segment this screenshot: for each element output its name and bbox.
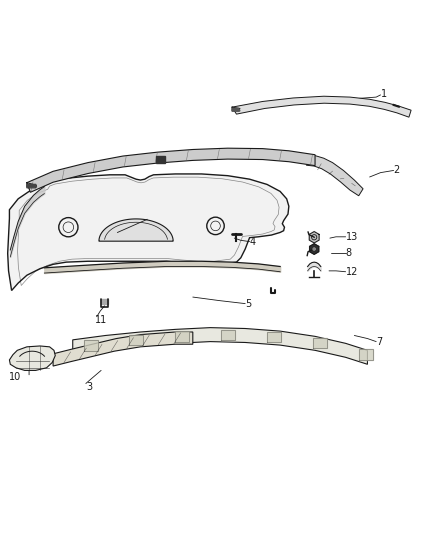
Polygon shape (8, 174, 289, 290)
Polygon shape (267, 332, 281, 342)
Polygon shape (175, 331, 189, 342)
Polygon shape (84, 340, 98, 351)
Text: 12: 12 (346, 266, 358, 277)
Polygon shape (99, 219, 173, 241)
Polygon shape (221, 329, 235, 340)
Polygon shape (101, 299, 108, 304)
Polygon shape (232, 108, 240, 111)
Polygon shape (10, 346, 55, 370)
Polygon shape (359, 349, 373, 360)
Polygon shape (73, 328, 367, 364)
Circle shape (312, 247, 316, 251)
Polygon shape (306, 156, 363, 196)
Text: 9: 9 (188, 153, 194, 163)
Text: 11: 11 (95, 315, 107, 325)
Polygon shape (27, 148, 315, 192)
Polygon shape (313, 338, 327, 348)
Text: 3: 3 (86, 382, 92, 392)
Text: 1: 1 (381, 89, 387, 99)
Polygon shape (27, 184, 36, 187)
Text: 7: 7 (376, 337, 382, 346)
Text: 5: 5 (245, 298, 251, 309)
Text: 2: 2 (394, 165, 400, 175)
Polygon shape (53, 332, 193, 366)
Polygon shape (309, 231, 319, 243)
Bar (155, 157, 165, 164)
Polygon shape (310, 244, 319, 254)
Text: 8: 8 (346, 248, 352, 259)
Text: 10: 10 (10, 372, 21, 382)
Text: 13: 13 (346, 232, 358, 242)
Polygon shape (232, 96, 411, 117)
Text: 4: 4 (250, 237, 256, 247)
Polygon shape (130, 335, 144, 345)
